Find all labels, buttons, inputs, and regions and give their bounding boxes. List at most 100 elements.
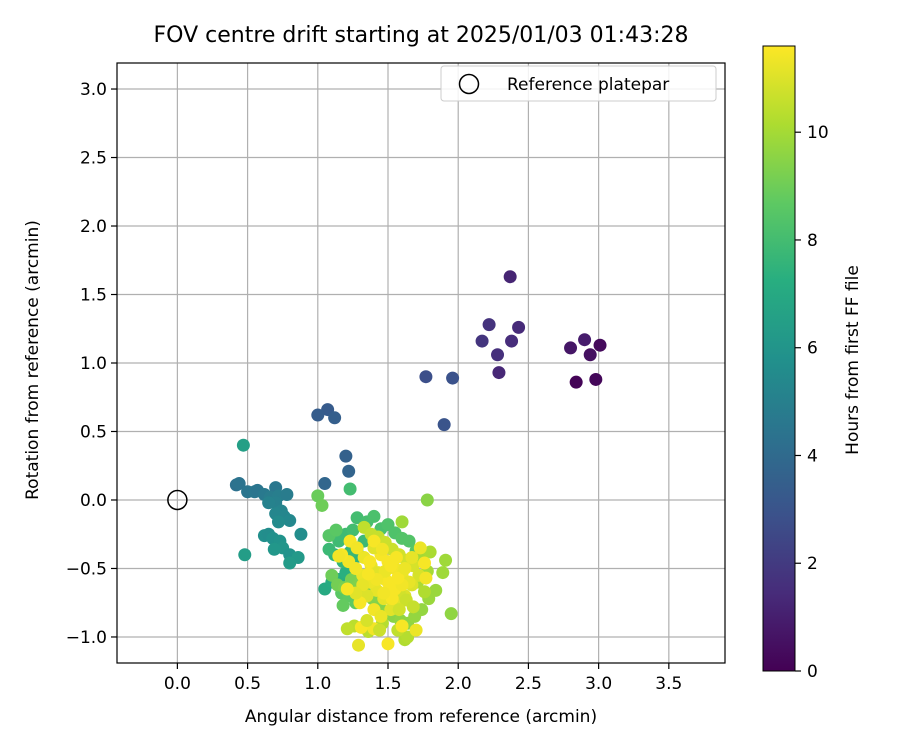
data-point (339, 449, 353, 463)
data-point (475, 334, 489, 348)
data-point (350, 511, 364, 525)
data-point (315, 498, 329, 512)
colorbar-tick-label: 4 (807, 446, 818, 466)
data-point (419, 571, 433, 585)
data-point (262, 496, 276, 510)
data-point (395, 515, 409, 529)
data-point (271, 515, 285, 529)
data-point (406, 600, 420, 614)
data-point (405, 551, 419, 565)
data-point (392, 603, 406, 617)
data-point (482, 318, 496, 332)
data-point (389, 551, 403, 565)
data-point (569, 375, 583, 389)
legend-label-reference: Reference platepar (507, 75, 669, 95)
colorbar-tick-label: 0 (807, 662, 818, 682)
data-point (329, 523, 343, 537)
colorbar-gradient (762, 45, 796, 672)
data-point (413, 541, 427, 555)
grid (117, 63, 725, 663)
data-point (505, 334, 519, 348)
data-point (294, 527, 308, 541)
x-axis-ticks: 0.0 0.5 1.0 1.5 2.0 2.5 3.0 3.5 (164, 663, 682, 694)
data-point (367, 534, 381, 548)
data-point (267, 542, 281, 556)
data-point (593, 338, 607, 352)
y-axis-label: Rotation from reference (arcmin) (23, 220, 43, 500)
data-point (436, 566, 450, 580)
data-point (328, 411, 342, 425)
legend-marker-reference (458, 73, 480, 95)
y-tick-label: 1.0 (80, 354, 107, 374)
data-point (578, 333, 592, 347)
colorbar-ticks: 0 2 4 6 8 10 (795, 123, 829, 682)
data-point (503, 270, 517, 284)
y-tick-label: 2.0 (80, 217, 107, 237)
chart-title: FOV centre drift starting at 2025/01/03 … (154, 23, 689, 48)
data-point (492, 366, 506, 380)
colorbar-label: Hours from first FF file (843, 265, 863, 455)
data-point (418, 556, 432, 570)
data-point (381, 637, 395, 651)
data-point (280, 488, 294, 502)
data-point (342, 464, 356, 478)
y-tick-label: 0.5 (80, 422, 107, 442)
data-point (373, 623, 387, 637)
data-point (402, 534, 416, 548)
x-tick-label: 1.5 (374, 674, 401, 694)
data-point (444, 607, 458, 621)
data-point (232, 477, 246, 491)
data-point (350, 541, 364, 555)
data-point (583, 348, 597, 362)
data-point (363, 555, 377, 569)
x-tick-label: 1.0 (304, 674, 331, 694)
data-point (283, 514, 297, 528)
x-tick-label: 0.0 (164, 674, 191, 694)
data-point (346, 523, 360, 537)
data-point (325, 568, 339, 582)
y-tick-label: 3.0 (80, 80, 107, 100)
data-points (167, 270, 607, 652)
data-point (367, 509, 381, 523)
x-tick-label: 3.5 (655, 674, 682, 694)
y-tick-label: 0.0 (80, 491, 107, 511)
data-point (398, 561, 412, 575)
data-point (564, 341, 578, 355)
data-point (395, 619, 409, 633)
data-point (340, 582, 354, 596)
data-point (423, 545, 437, 559)
data-point (589, 372, 603, 386)
x-tick-label: 2.5 (515, 674, 542, 694)
data-point (374, 609, 388, 623)
data-point (377, 586, 391, 600)
data-point (512, 320, 526, 334)
data-point (332, 549, 346, 563)
x-tick-label: 2.0 (445, 674, 472, 694)
data-point (391, 571, 405, 585)
x-tick-label: 3.0 (585, 674, 612, 694)
data-point (446, 371, 460, 385)
data-point (418, 585, 432, 599)
colorbar-tick-label: 6 (807, 339, 818, 359)
y-tick-label: −1.0 (66, 628, 107, 648)
colorbar: 0 2 4 6 8 10 Hours from first FF file (762, 45, 863, 682)
data-point (322, 542, 336, 556)
data-point (236, 438, 250, 452)
data-point (437, 418, 451, 432)
colorbar-tick-label: 8 (807, 231, 818, 251)
legend-box (440, 65, 717, 102)
data-point (352, 638, 366, 652)
x-axis-label: Angular distance from reference (arcmin) (245, 707, 597, 727)
data-point (375, 542, 389, 556)
x-tick-label: 0.5 (234, 674, 261, 694)
y-tick-label: 2.5 (80, 149, 107, 169)
data-point (336, 598, 350, 612)
data-point (283, 556, 297, 570)
data-point (340, 622, 354, 636)
data-point (429, 583, 443, 597)
data-point (409, 623, 423, 637)
data-point (343, 482, 357, 496)
reference-platepar-marker (167, 489, 188, 511)
